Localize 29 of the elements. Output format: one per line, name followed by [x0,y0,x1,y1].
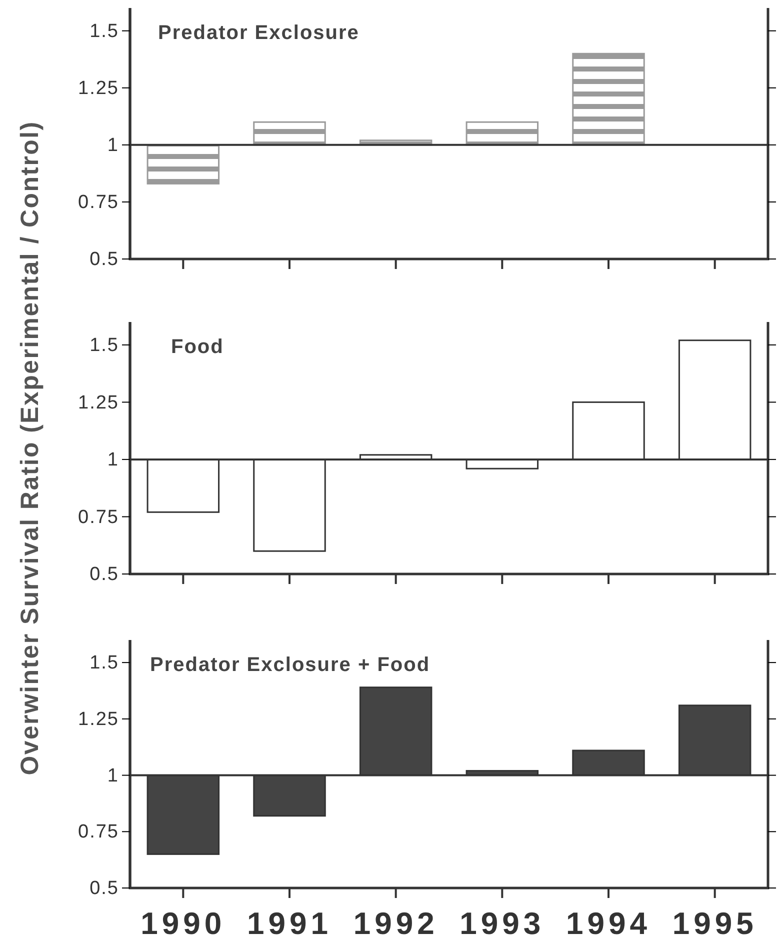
x-tick-label: 1994 [566,906,651,942]
x-tick-label: 1991 [247,906,332,942]
text: Predator Exclosure [158,22,360,44]
bar [466,121,539,146]
y-tick-label: 1 [107,450,119,471]
y-tick-label: 0.5 [90,878,119,900]
y-tick-label: 1 [107,134,119,156]
y-tick-label: 0.75 [78,822,119,843]
y-tick-label: 1.25 [78,708,119,730]
y-tick-label: 0.75 [78,192,119,214]
x-tick-label: 1990 [140,906,226,942]
y-tick-label: 1.5 [90,20,119,42]
y-axis-title: Overwinter Survival Ratio (Experimental / Control) [16,120,44,776]
x-tick-label: 1993 [460,906,545,942]
x-tick-label: 1995 [672,906,758,942]
y-tick-label: 1 [107,765,119,786]
text: Predator Exclosure + Food [150,654,430,676]
text: Food [171,336,224,358]
y-tick-label: 0.5 [90,249,119,270]
y-tick-label: 1.5 [90,334,119,356]
y-tick-label: 0.5 [90,564,119,586]
x-tick-label: 1992 [353,906,438,942]
y-tick-label: 1.5 [90,652,119,674]
y-tick-label: 1.25 [78,392,119,414]
bar [146,144,220,184]
bar [253,121,326,146]
y-tick-label: 1.25 [78,78,119,99]
bar [572,52,645,146]
y-tick-label: 0.75 [78,506,119,528]
